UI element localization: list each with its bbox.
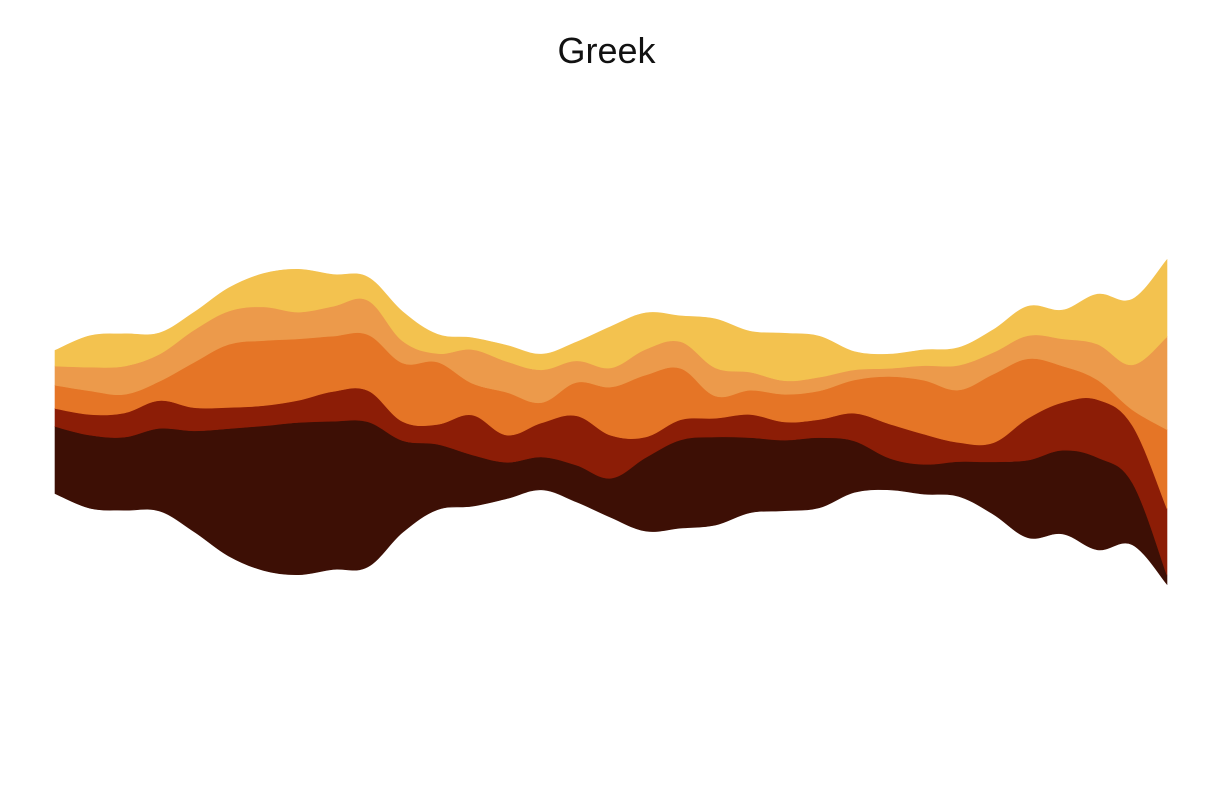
stream-layer-5 <box>54 258 1168 382</box>
streamgraph-layers <box>54 258 1168 586</box>
chart-title: Greek <box>557 30 656 71</box>
